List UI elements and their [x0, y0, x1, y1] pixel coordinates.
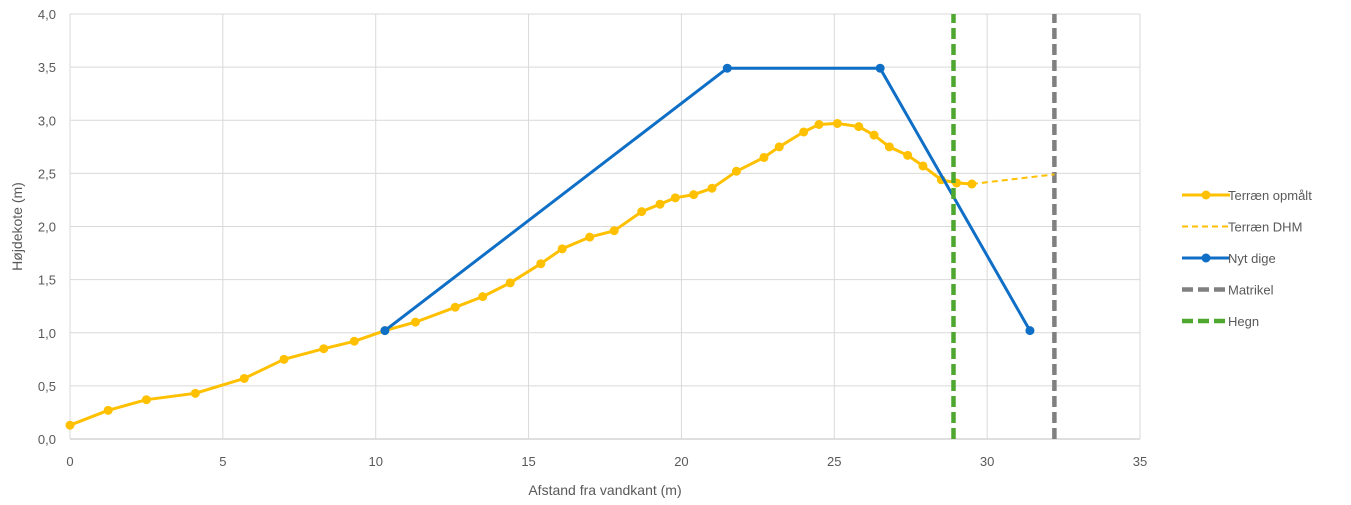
data-point — [875, 63, 885, 73]
legend-label: Matrikel — [1228, 283, 1274, 298]
legend: Terræn opmålt Terræn DHM Nyt dige Matrikel H… — [1182, 188, 1312, 329]
data-point — [869, 130, 879, 140]
data-point — [349, 336, 359, 346]
series-layer — [65, 14, 1057, 439]
data-point — [670, 193, 680, 203]
data-point — [380, 326, 390, 336]
data-point — [759, 152, 769, 162]
y-tick-label: 3,5 — [38, 60, 56, 75]
data-point — [707, 183, 717, 193]
data-point — [814, 120, 824, 129]
legend-marker — [1201, 190, 1211, 200]
legend-label: Terræn DHM — [1228, 220, 1302, 235]
x-tick-label: 35 — [1133, 454, 1147, 469]
series-line-nyt-dige — [383, 66, 1032, 332]
data-point — [967, 179, 977, 189]
y-tick-label: 1,5 — [38, 273, 56, 288]
y-axis-title: Højdekote (m) — [9, 182, 25, 271]
x-tick-label: 20 — [674, 454, 688, 469]
legend-label: Nyt dige — [1228, 251, 1276, 266]
y-tick-label: 2,0 — [38, 220, 56, 235]
data-point — [655, 199, 665, 209]
data-point — [65, 420, 75, 430]
data-point — [536, 259, 546, 269]
legend-label: Hegn — [1228, 314, 1259, 329]
x-tick-label: 25 — [827, 454, 841, 469]
data-point — [141, 395, 151, 405]
legend-marker — [1201, 253, 1211, 263]
legend-entry: Terræn DHM — [1182, 220, 1302, 235]
data-point — [903, 150, 913, 160]
data-point — [689, 190, 699, 200]
data-point — [731, 166, 741, 176]
data-point — [450, 302, 460, 312]
series-nyt-dige — [380, 63, 1035, 336]
data-point — [410, 317, 420, 327]
y-tick-label: 2,5 — [38, 166, 56, 181]
data-point — [1025, 326, 1035, 336]
data-point — [190, 388, 200, 398]
data-point — [832, 118, 842, 128]
x-tick-label: 30 — [980, 454, 994, 469]
data-point — [722, 63, 732, 73]
y-tick-label: 0,5 — [38, 379, 56, 394]
legend-entry: Matrikel — [1182, 283, 1274, 298]
legend-label: Terræn opmålt — [1228, 188, 1312, 203]
data-point — [319, 344, 329, 354]
data-point — [239, 373, 249, 383]
y-tick-label: 3,0 — [38, 113, 56, 128]
y-tick-label: 0,0 — [38, 432, 56, 447]
x-tick-label: 15 — [521, 454, 535, 469]
grid — [69, 13, 1141, 440]
data-point — [918, 161, 928, 171]
data-point — [774, 142, 784, 152]
data-point — [884, 142, 894, 152]
series-line-terraen-opmaalt — [69, 121, 973, 427]
legend-entry: Nyt dige — [1182, 251, 1276, 266]
data-point — [478, 292, 488, 302]
data-point — [585, 232, 595, 242]
series-terraen-dhm — [971, 173, 1055, 185]
y-tick-label: 1,0 — [38, 326, 56, 341]
y-tick-label: 4,0 — [38, 7, 56, 22]
data-point — [854, 122, 864, 132]
x-tick-label: 5 — [219, 454, 226, 469]
legend-entry: Hegn — [1182, 314, 1259, 329]
data-point — [637, 207, 647, 217]
x-axis-title: Afstand fra vandkant (m) — [528, 482, 681, 498]
series-terraen-opmaalt — [65, 118, 977, 430]
x-tick-label: 10 — [368, 454, 382, 469]
data-point — [557, 244, 567, 254]
data-point — [103, 405, 113, 415]
data-point — [609, 226, 619, 236]
legend-entry: Terræn opmålt — [1182, 188, 1312, 203]
series-line-terraen-dhm — [971, 173, 1055, 185]
data-point — [279, 354, 289, 364]
axis-tick-labels: 0,0 0,5 1,0 1,5 2,0 2,5 3,0 3,5 4,0 0 5 10 15 20 25 30 3… — [38, 7, 1147, 469]
x-tick-label: 0 — [66, 454, 73, 469]
data-point — [505, 278, 515, 288]
data-point — [799, 127, 809, 137]
